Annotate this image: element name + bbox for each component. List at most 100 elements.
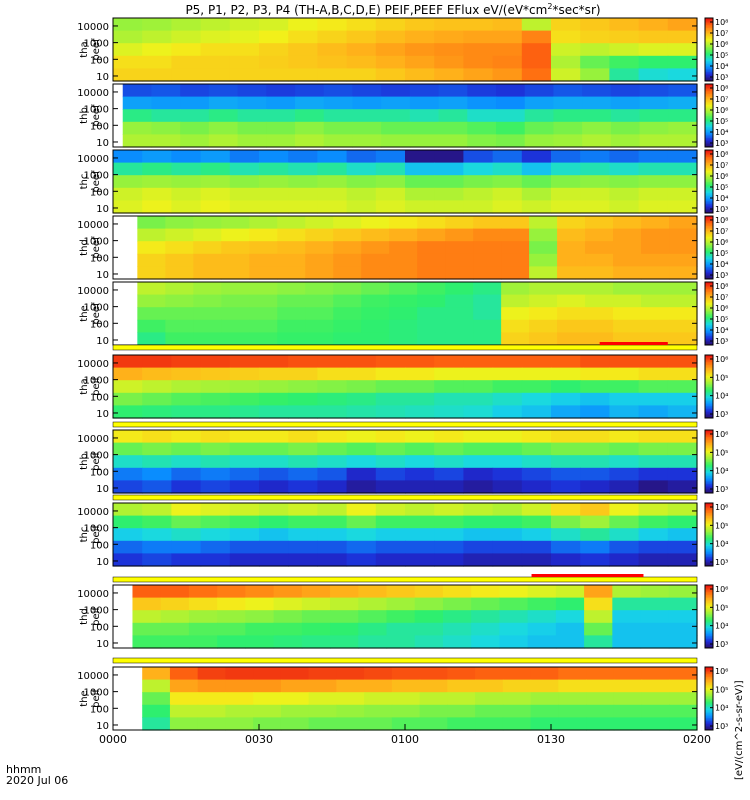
heatmap-cell <box>669 282 698 296</box>
heatmap-cell <box>208 96 239 110</box>
colorbar-swatch <box>705 271 713 274</box>
heatmap-cell <box>375 553 406 567</box>
heatmap-cell <box>249 294 278 308</box>
heatmap-cell <box>641 266 670 280</box>
heatmap-cell <box>524 134 555 148</box>
heatmap-cell <box>317 367 348 381</box>
colorbar-swatch <box>705 405 713 408</box>
heatmap-cell <box>667 30 698 44</box>
colorbar-swatch <box>705 410 713 413</box>
heatmap-cell <box>375 442 406 456</box>
heatmap-cell <box>200 553 231 567</box>
heatmap-cell <box>492 553 523 567</box>
colorbar-swatch <box>705 88 713 91</box>
heatmap-cell <box>200 187 231 201</box>
heatmap-cell <box>492 430 523 444</box>
heatmap-cell <box>217 597 246 611</box>
heatmap-cell <box>584 610 613 624</box>
heatmap-cell <box>445 307 474 321</box>
title-superscript: 2 <box>547 2 552 11</box>
heatmap-cell <box>171 515 202 529</box>
heatmap-cell <box>667 515 698 529</box>
heatmap-cell <box>295 134 325 148</box>
heatmap-cell <box>200 442 231 456</box>
colorbar-swatch <box>705 27 713 30</box>
colorbar-swatch <box>705 712 713 715</box>
heatmap-cell <box>346 455 377 469</box>
colorbar-tick-label: 10⁶ <box>715 355 728 364</box>
heatmap-cell <box>580 187 610 201</box>
panel-probe-label: thc <box>79 527 90 543</box>
heatmap-cell <box>171 162 202 176</box>
heatmap-cell <box>346 18 377 32</box>
colorbar-swatch <box>705 267 713 271</box>
heatmap-cell <box>668 635 698 649</box>
heatmap-cell <box>667 380 698 394</box>
y-tick-label: 100 <box>90 319 109 330</box>
colorbar-swatch <box>705 602 713 605</box>
colorbar-swatch <box>705 341 713 344</box>
colorbar-swatch <box>705 249 713 252</box>
heatmap-cell <box>463 200 494 214</box>
colorbar-swatch <box>705 208 713 211</box>
heatmap-cell <box>501 253 530 267</box>
heatmap-cell <box>580 380 610 394</box>
heatmap-cell <box>169 717 199 731</box>
heatmap-cell <box>259 18 289 32</box>
colorbar-tick-label: 10⁴ <box>715 540 728 549</box>
heatmap-cell <box>336 667 365 681</box>
panel-product-label: peif <box>91 689 102 708</box>
heatmap-cell <box>610 96 641 110</box>
heatmap-cell <box>280 692 310 706</box>
heatmap-cell <box>113 367 143 381</box>
y-tick-label: 10000 <box>77 434 109 445</box>
heatmap-cell <box>193 307 222 321</box>
y-tick-label: 100 <box>90 704 109 715</box>
heatmap-cell <box>266 96 296 110</box>
colorbar-swatch <box>705 486 713 489</box>
heatmap-cell <box>208 109 239 123</box>
heatmap-cell <box>333 241 362 255</box>
heatmap-cell <box>585 216 614 230</box>
panel-product-label: peef <box>91 104 102 127</box>
colorbar-swatch <box>705 296 713 299</box>
heatmap-cell <box>641 667 670 681</box>
heatmap-cell <box>551 175 581 189</box>
heatmap-cell <box>580 430 610 444</box>
heatmap-cell <box>375 68 406 82</box>
heatmap-cell <box>122 121 153 135</box>
heatmap-cell <box>221 241 250 255</box>
heatmap-cell <box>551 503 581 517</box>
heatmap-cell <box>638 503 669 517</box>
y-tick-label: 100 <box>90 187 109 198</box>
colorbar-swatch <box>705 413 713 416</box>
heatmap-cell <box>305 241 334 255</box>
heatmap-cell <box>530 717 559 731</box>
heatmap-cell <box>171 18 202 32</box>
colorbar-swatch <box>705 150 713 153</box>
colorbar-swatch <box>705 403 713 406</box>
heatmap-cell <box>193 216 222 230</box>
heatmap-cell <box>249 319 278 333</box>
colorbar-tick-label: 10⁷ <box>715 161 728 170</box>
colorbar-swatch <box>705 553 713 556</box>
colorbar-swatch <box>705 520 713 523</box>
heatmap-cell <box>580 515 610 529</box>
heatmap-cell <box>613 241 642 255</box>
heatmap-cell <box>237 134 267 148</box>
heatmap-cell <box>253 704 282 718</box>
colorbar-swatch <box>705 68 713 71</box>
colorbar-swatch <box>705 84 713 87</box>
colorbar-swatch <box>705 313 713 316</box>
heatmap-cell <box>200 480 231 494</box>
heatmap-cell <box>438 96 468 110</box>
heatmap-cell <box>364 667 393 681</box>
heatmap-cell <box>551 150 581 164</box>
colorbar-swatch <box>705 358 713 361</box>
heatmap-cell <box>122 134 153 148</box>
colorbar-swatch <box>705 263 713 266</box>
colorbar-swatch <box>705 383 713 386</box>
heatmap-cell <box>375 528 406 542</box>
heatmap-cell <box>638 68 669 82</box>
